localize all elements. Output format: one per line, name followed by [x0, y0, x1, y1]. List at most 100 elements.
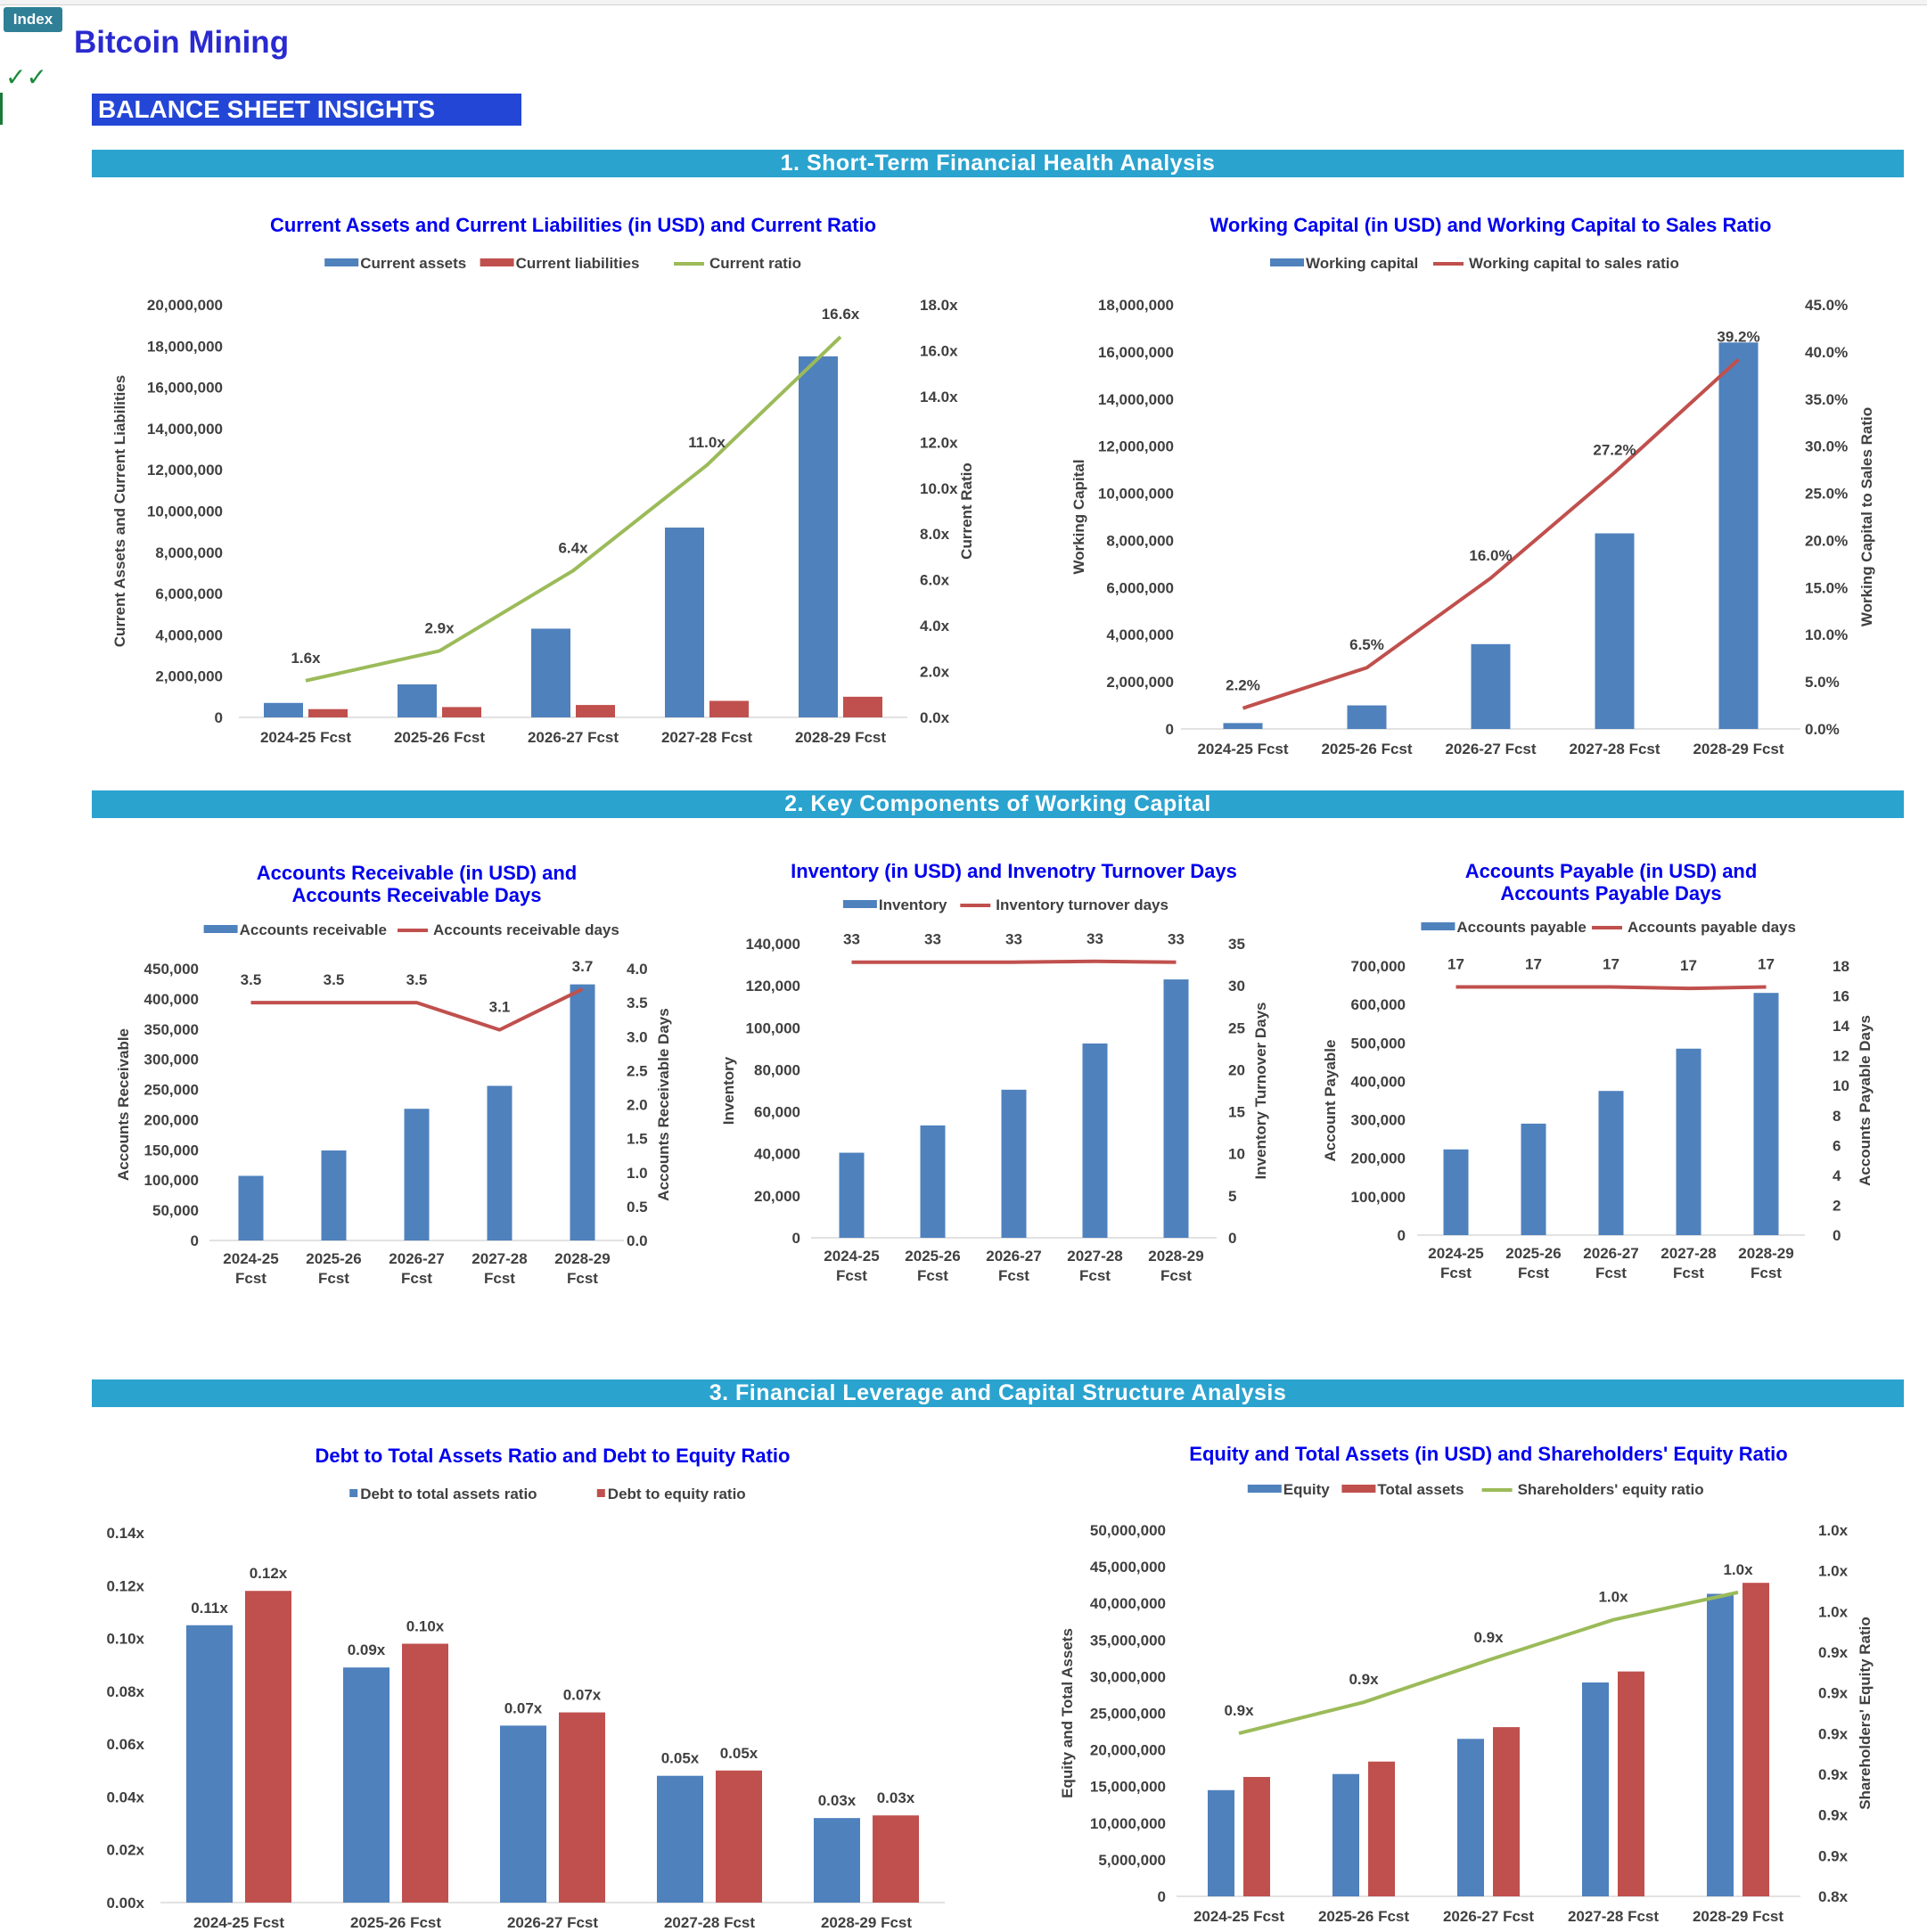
data-label: 16.0%: [1469, 547, 1512, 564]
legend-marker: [324, 258, 359, 266]
y-tick-label: 200,000: [1351, 1150, 1406, 1167]
y-tick-label: 60,000: [754, 1104, 800, 1121]
chart-title: Current Assets and Current Liabilities (…: [270, 214, 876, 236]
x-tick-label: 2028-29 Fcst: [1693, 741, 1784, 757]
x-tick-label: 2028-29 Fcst: [821, 1914, 912, 1931]
chart-legend: Accounts payable Accounts payable days: [1421, 919, 1796, 936]
x-tick-label: Fcst: [484, 1270, 515, 1287]
y2-tick-label: 4.0: [627, 961, 648, 978]
x-tick-label: 2027-28 Fcst: [1569, 741, 1660, 757]
bar-primary: [1163, 979, 1189, 1238]
y2-tick-label: 10.0%: [1805, 626, 1848, 643]
chart-title: Accounts Receivable (in USD) and: [257, 862, 577, 884]
legend-label: Total assets: [1377, 1481, 1464, 1498]
y2-tick-label: 0.5: [627, 1199, 648, 1216]
section-header-2: 2. Key Components of Working Capital: [92, 790, 1904, 818]
y-tick-label: 25,000,000: [1090, 1706, 1166, 1723]
y-tick-label: 0: [1166, 721, 1174, 738]
y2-axis-title: Current Ratio: [958, 463, 975, 560]
bar-secondary: [843, 696, 882, 717]
debt-ratio-chart: Debt to Total Assets Ratio and Debt to E…: [106, 1445, 945, 1931]
y2-tick-label: 4: [1833, 1167, 1841, 1184]
legend-label: Accounts payable: [1456, 919, 1587, 936]
data-label: 0.05x: [661, 1750, 700, 1767]
y-tick-label: 6,000,000: [155, 585, 223, 602]
y2-axis-title: Accounts Payable Days: [1857, 1015, 1874, 1186]
y2-tick-label: 12: [1833, 1048, 1849, 1065]
data-label: 17: [1680, 957, 1697, 974]
y2-tick-label: 35.0%: [1805, 391, 1848, 408]
y-tick-label: 0: [1398, 1227, 1406, 1244]
data-label: 0.9x: [1473, 1629, 1504, 1646]
x-tick-label: 2026-27 Fcst: [1443, 1908, 1534, 1925]
bar-primary: [1223, 723, 1263, 729]
y2-tick-label: 14.0x: [920, 389, 958, 405]
y2-tick-label: 8: [1833, 1108, 1841, 1125]
data-label: 0.03x: [818, 1792, 857, 1809]
y2-tick-label: 15: [1228, 1104, 1245, 1121]
bar-secondary: [442, 707, 481, 717]
y-tick-label: 80,000: [754, 1061, 800, 1078]
bar-primary: [657, 1775, 703, 1903]
x-tick-label: 2026-27: [1583, 1245, 1638, 1262]
legend-marker: [1270, 258, 1304, 266]
bar-primary: [343, 1667, 390, 1903]
y-tick-label: 12,000,000: [147, 462, 223, 479]
y-tick-label: 140,000: [746, 936, 800, 953]
y-tick-label: 30,000,000: [1090, 1668, 1166, 1685]
bar-primary: [1582, 1682, 1609, 1896]
y2-tick-label: 20: [1228, 1061, 1245, 1078]
y-tick-label: 8,000,000: [155, 544, 223, 561]
x-tick-label: Fcst: [318, 1270, 349, 1287]
x-tick-label: Fcst: [1079, 1267, 1111, 1284]
data-label: 0.09x: [348, 1641, 386, 1658]
chart-title: Inventory (in USD) and Invenotry Turnove…: [791, 860, 1237, 882]
y2-tick-label: 0: [1833, 1227, 1841, 1244]
y2-tick-label: 20.0%: [1805, 532, 1848, 549]
bar-primary: [1521, 1123, 1546, 1235]
x-tick-label: 2024-25: [824, 1248, 879, 1265]
data-label: 3.5: [406, 971, 428, 988]
index-button[interactable]: Index: [4, 7, 62, 32]
data-label: 0.11x: [191, 1600, 228, 1617]
data-label: 6.4x: [558, 539, 588, 556]
x-tick-label: Fcst: [1518, 1265, 1549, 1281]
y-tick-label: 200,000: [144, 1111, 199, 1128]
data-label: 33: [843, 931, 860, 948]
bar-primary: [1208, 1789, 1234, 1896]
x-tick-label: 2026-27 Fcst: [1445, 741, 1536, 757]
legend-marker: [842, 900, 877, 908]
x-tick-label: Fcst: [1160, 1267, 1192, 1284]
page-title: Bitcoin Mining: [74, 25, 290, 60]
x-tick-label: 2028-29 Fcst: [1693, 1908, 1784, 1925]
y-tick-label: 0.10x: [106, 1631, 144, 1648]
y-tick-label: 10,000,000: [147, 503, 223, 520]
legend-label: Accounts receivable: [240, 921, 387, 938]
x-tick-label: 2026-27: [389, 1250, 444, 1267]
legend-marker: [203, 925, 238, 933]
x-tick-label: 2028-29: [1148, 1248, 1203, 1265]
y2-tick-label: 16.0x: [920, 342, 958, 359]
x-tick-label: Fcst: [1673, 1265, 1704, 1281]
y-axis-title: Equity and Total Assets: [1059, 1628, 1076, 1798]
x-tick-label: 2024-25: [1428, 1245, 1483, 1262]
y2-tick-label: 18.0x: [920, 297, 958, 314]
x-tick-label: 2025-26 Fcst: [350, 1914, 441, 1931]
working-capital-chart: Working Capital (in USD) and Working Cap…: [1070, 214, 1875, 757]
legend-label: Accounts receivable days: [433, 921, 619, 938]
data-label: 6.5%: [1349, 636, 1384, 653]
series-line: [250, 987, 584, 1032]
data-label: 3.5: [324, 971, 345, 988]
y2-tick-label: 1.5: [627, 1131, 648, 1148]
bar-secondary: [1243, 1777, 1270, 1896]
y2-tick-label: 2.0: [627, 1097, 648, 1114]
y2-tick-label: 10: [1833, 1077, 1849, 1094]
data-label: 11.0x: [688, 434, 726, 451]
legend-marker: [596, 1489, 605, 1497]
data-label: 3.5: [241, 971, 262, 988]
checkmark-icon: ✓✓: [5, 62, 47, 92]
data-label: 2.2%: [1226, 677, 1260, 694]
y2-tick-label: 25.0%: [1805, 486, 1848, 503]
y-tick-label: 14,000,000: [1098, 391, 1174, 408]
bar-primary: [398, 684, 437, 717]
